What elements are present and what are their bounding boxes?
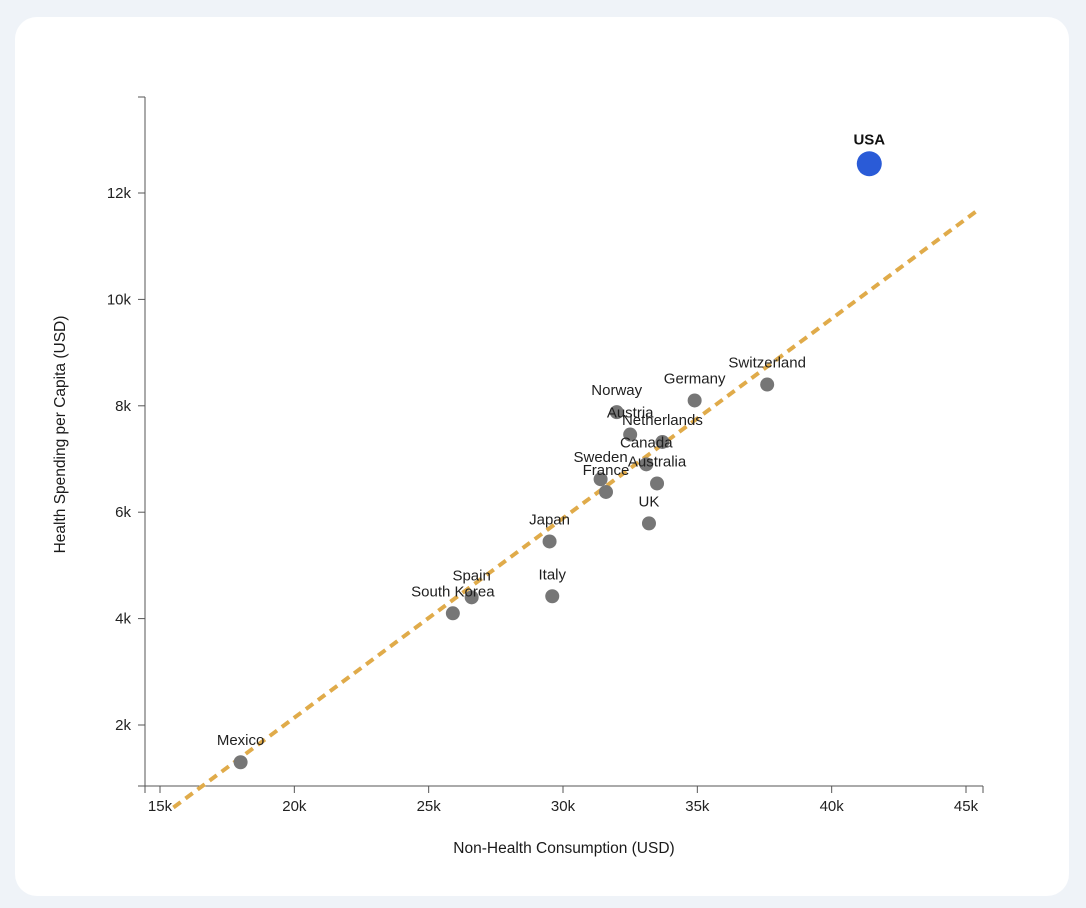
- trend-line: [172, 207, 981, 810]
- point-label-italy: Italy: [538, 566, 566, 583]
- x-tick-label: 45k: [954, 798, 979, 815]
- point-australia[interactable]: [650, 476, 665, 491]
- point-spain[interactable]: [464, 590, 479, 605]
- point-label-switzerland: Switzerland: [728, 355, 806, 372]
- x-tick-label: 35k: [685, 798, 710, 815]
- y-tick-label: 8k: [115, 398, 131, 415]
- x-tick-label: 40k: [820, 798, 845, 815]
- point-label-sweden: Sweden: [574, 449, 628, 466]
- point-sweden[interactable]: [593, 472, 608, 487]
- y-axis-title: Health Spending per Capita (USD): [52, 316, 69, 554]
- point-label-south-korea: South Korea: [411, 583, 495, 600]
- point-netherlands[interactable]: [655, 434, 670, 449]
- point-uk[interactable]: [641, 516, 656, 531]
- point-label-uk: UK: [639, 493, 660, 510]
- y-tick-label: 2k: [115, 717, 131, 734]
- point-france[interactable]: [598, 484, 613, 499]
- y-tick-label: 6k: [115, 504, 131, 521]
- point-japan[interactable]: [542, 534, 557, 549]
- point-canada[interactable]: [639, 457, 654, 472]
- point-label-norway: Norway: [591, 382, 642, 399]
- x-axis-ticks: 15k 20k 25k 30k 35k 40k 45k: [144, 786, 984, 815]
- point-south-korea[interactable]: [445, 606, 460, 621]
- point-switzerland[interactable]: [760, 377, 775, 392]
- point-usa[interactable]: [856, 151, 882, 177]
- y-tick-label: 4k: [115, 611, 131, 628]
- data-points: [233, 151, 882, 770]
- point-label-australia: Australia: [628, 453, 687, 470]
- chart-card: [15, 17, 1069, 896]
- y-axis-ticks: 2k 4k 6k 8k 10k 12k: [107, 96, 145, 787]
- point-label-netherlands: Netherlands: [622, 412, 703, 429]
- point-germany[interactable]: [687, 393, 702, 408]
- x-tick-label: 15k: [148, 798, 173, 815]
- point-italy[interactable]: [545, 589, 560, 604]
- point-label-mexico: Mexico: [217, 732, 265, 749]
- x-tick-label: 30k: [551, 798, 576, 815]
- x-tick-label: 25k: [417, 798, 442, 815]
- point-norway[interactable]: [609, 405, 624, 420]
- point-mexico[interactable]: [233, 755, 248, 770]
- x-axis-title: Non-Health Consumption (USD): [453, 840, 674, 857]
- point-label-austria: Austria: [607, 405, 654, 422]
- y-tick-label: 10k: [107, 291, 132, 308]
- point-austria[interactable]: [623, 427, 638, 442]
- y-tick-label: 12k: [107, 185, 132, 202]
- x-tick-label: 20k: [282, 798, 307, 815]
- point-label-usa: USA: [853, 132, 885, 149]
- point-label-spain: Spain: [452, 567, 490, 584]
- point-label-japan: Japan: [529, 511, 570, 528]
- point-label-france: France: [583, 462, 630, 479]
- point-label-canada: Canada: [620, 434, 673, 451]
- point-label-germany: Germany: [664, 370, 726, 387]
